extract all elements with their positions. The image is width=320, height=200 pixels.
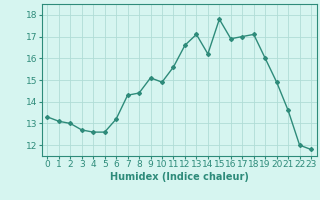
X-axis label: Humidex (Indice chaleur): Humidex (Indice chaleur)	[110, 172, 249, 182]
